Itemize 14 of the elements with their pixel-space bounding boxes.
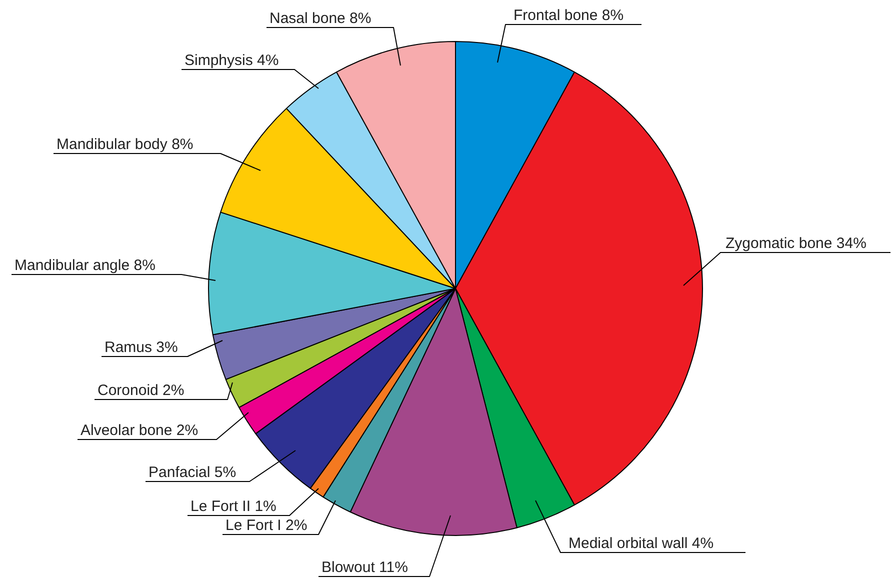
slice-label: Mandibular body 8% — [56, 136, 194, 153]
slice-label: Coronoid 2% — [98, 382, 184, 399]
slice-label: Medial orbital wall 4% — [568, 535, 714, 552]
slice-label: Simphysis 4% — [184, 52, 279, 69]
slice-label: Zygomatic bone 34% — [726, 235, 866, 252]
slice-label: Frontal bone 8% — [514, 7, 624, 24]
slice-label: Le Fort I 2% — [226, 517, 308, 534]
slice-label: Alveolar bone 2% — [80, 422, 198, 439]
slice-label: Le Fort II 1% — [190, 498, 276, 515]
slice-label: Panfacial 5% — [148, 464, 236, 481]
slice-label: Nasal bone 8% — [270, 10, 372, 27]
slice-label: Ramus 3% — [104, 339, 178, 356]
slice-label: Mandibular angle 8% — [14, 257, 156, 274]
slice-label: Blowout 11% — [322, 559, 408, 576]
